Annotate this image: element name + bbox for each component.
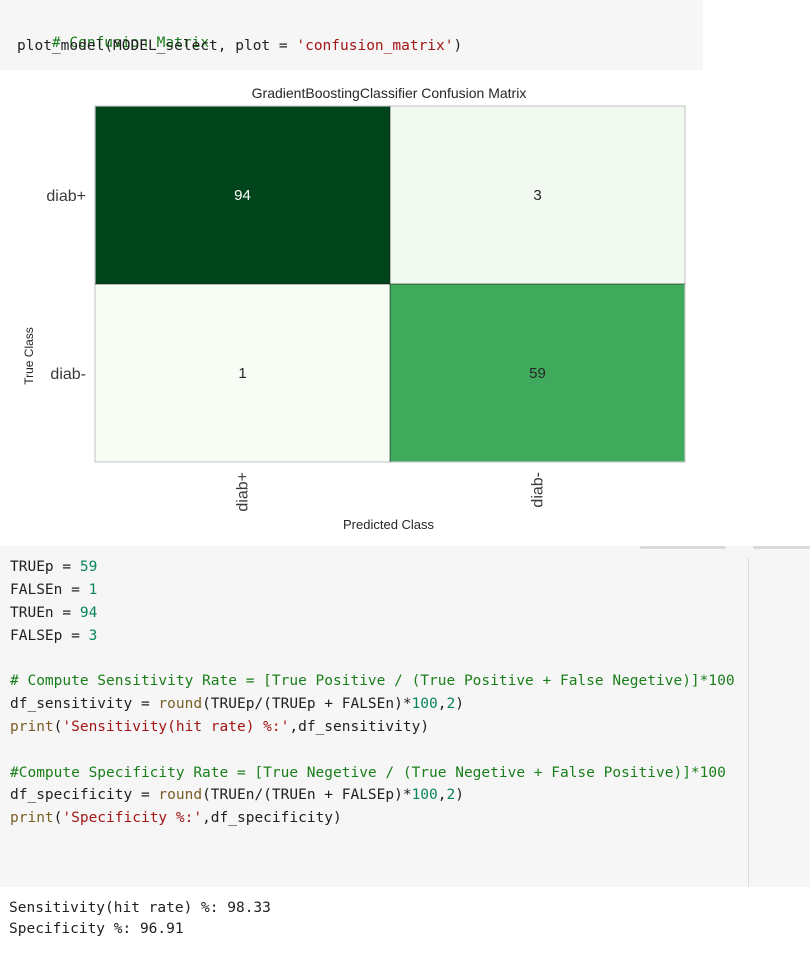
code-line: # Compute Sensitivity Rate = [True Posit… bbox=[10, 671, 735, 691]
cell-value-label: 1 bbox=[238, 365, 246, 382]
cell-value-label: 59 bbox=[529, 365, 546, 382]
matrix-cell bbox=[95, 106, 390, 284]
divider bbox=[753, 546, 810, 549]
cell-value-label: 3 bbox=[533, 187, 541, 204]
code-line: TRUEp = 59 bbox=[10, 557, 97, 577]
code-text: ,df_sensitivity) bbox=[289, 719, 430, 735]
code-string: 'confusion_matrix' bbox=[296, 38, 454, 54]
matrix-cell bbox=[95, 284, 390, 462]
code-text: = bbox=[53, 605, 80, 621]
code-text: (TRUEp/(TRUEp + FALSEn)* bbox=[202, 696, 412, 712]
code-text: FALSEp bbox=[10, 628, 63, 644]
code-text: TRUEp bbox=[10, 559, 54, 575]
y-tick-label: diab- bbox=[50, 366, 86, 383]
code-text: = bbox=[53, 559, 80, 575]
code-function: print bbox=[10, 810, 54, 826]
code-number: 94 bbox=[79, 605, 98, 621]
code-line: df_specificity = round(TRUEn/(TRUEn + FA… bbox=[10, 785, 464, 805]
code-function: print bbox=[10, 719, 54, 735]
y-tick-label: diab+ bbox=[46, 188, 86, 205]
y-axis-label: True Class bbox=[22, 327, 36, 385]
code-line: df_sensitivity = round(TRUEp/(TRUEp + FA… bbox=[10, 694, 464, 714]
code-text: ,df_specificity) bbox=[202, 810, 342, 826]
output-line: Specificity %: 96.91 bbox=[9, 921, 184, 937]
matrix-cell bbox=[390, 106, 685, 284]
code-function: round bbox=[158, 787, 203, 803]
code-number: 100 bbox=[411, 696, 438, 712]
x-axis-label: Predicted Class bbox=[343, 517, 435, 532]
code-string: 'Specificity %:' bbox=[62, 810, 203, 826]
cell-value-label: 94 bbox=[234, 187, 251, 204]
code-text: ) bbox=[455, 787, 464, 803]
code-text: FALSEn bbox=[10, 582, 63, 598]
code-number: 1 bbox=[88, 582, 98, 598]
code-number: 3 bbox=[88, 628, 98, 644]
code-text: ) bbox=[453, 38, 463, 54]
code-line: # Confusion Matrix bbox=[17, 13, 209, 73]
code-number: 59 bbox=[79, 559, 98, 575]
code-number: 2 bbox=[446, 696, 456, 712]
code-text: = bbox=[62, 628, 89, 644]
code-string: 'Sensitivity(hit rate) %:' bbox=[62, 719, 290, 735]
confusion-matrix-plot: GradientBoostingClassifier Confusion Mat… bbox=[0, 70, 810, 546]
code-text: , bbox=[437, 787, 447, 803]
code-text: ( bbox=[53, 719, 63, 735]
code-line: #Compute Specificity Rate = [True Negeti… bbox=[10, 763, 726, 783]
code-text: ) bbox=[455, 696, 464, 712]
code-comment: # Confusion Matrix bbox=[51, 35, 210, 51]
output-line: Sensitivity(hit rate) %: 98.33 bbox=[9, 900, 271, 916]
code-line: plot_model(MODEL_select, plot = 'confusi… bbox=[17, 36, 462, 56]
code-line: TRUEn = 94 bbox=[10, 603, 97, 623]
code-text: TRUEn bbox=[10, 605, 54, 621]
matrix-cell bbox=[390, 284, 685, 462]
code-number: 2 bbox=[446, 787, 456, 803]
code-line: print('Sensitivity(hit rate) %:',df_sens… bbox=[10, 717, 429, 737]
code-text: , bbox=[437, 696, 447, 712]
code-comment: # Compute Sensitivity Rate = [True Posit… bbox=[10, 673, 735, 689]
code-line: FALSEp = 3 bbox=[10, 626, 97, 646]
code-text: ( bbox=[53, 810, 63, 826]
code-text: = bbox=[62, 582, 89, 598]
code-cell-confusion-matrix[interactable]: # Confusion Matrix plot_model(MODEL_sele… bbox=[0, 0, 703, 70]
code-line: FALSEn = 1 bbox=[10, 580, 97, 600]
confusion-matrix-chart: GradientBoostingClassifier Confusion Mat… bbox=[22, 85, 686, 532]
chart-title: GradientBoostingClassifier Confusion Mat… bbox=[252, 85, 527, 101]
x-tick-label: diab- bbox=[530, 472, 547, 508]
code-line: print('Specificity %:',df_specificity) bbox=[10, 808, 342, 828]
code-function: round bbox=[158, 696, 203, 712]
x-tick-label: diab+ bbox=[235, 472, 252, 512]
code-cell-metrics[interactable]: TRUEp = 59 FALSEn = 1 TRUEn = 94 FALSEp … bbox=[0, 546, 810, 887]
code-text: df_specificity = bbox=[10, 787, 159, 803]
code-text: plot_model(MODEL_select, plot = bbox=[17, 38, 297, 54]
code-text: (TRUEn/(TRUEn + FALSEp)* bbox=[202, 787, 412, 803]
code-text: df_sensitivity = bbox=[10, 696, 159, 712]
ruler-line bbox=[748, 558, 749, 887]
cell-output: Sensitivity(hit rate) %: 98.33 Specifici… bbox=[0, 887, 810, 970]
divider bbox=[640, 546, 726, 549]
code-comment: #Compute Specificity Rate = [True Negeti… bbox=[10, 765, 726, 781]
code-number: 100 bbox=[411, 787, 438, 803]
